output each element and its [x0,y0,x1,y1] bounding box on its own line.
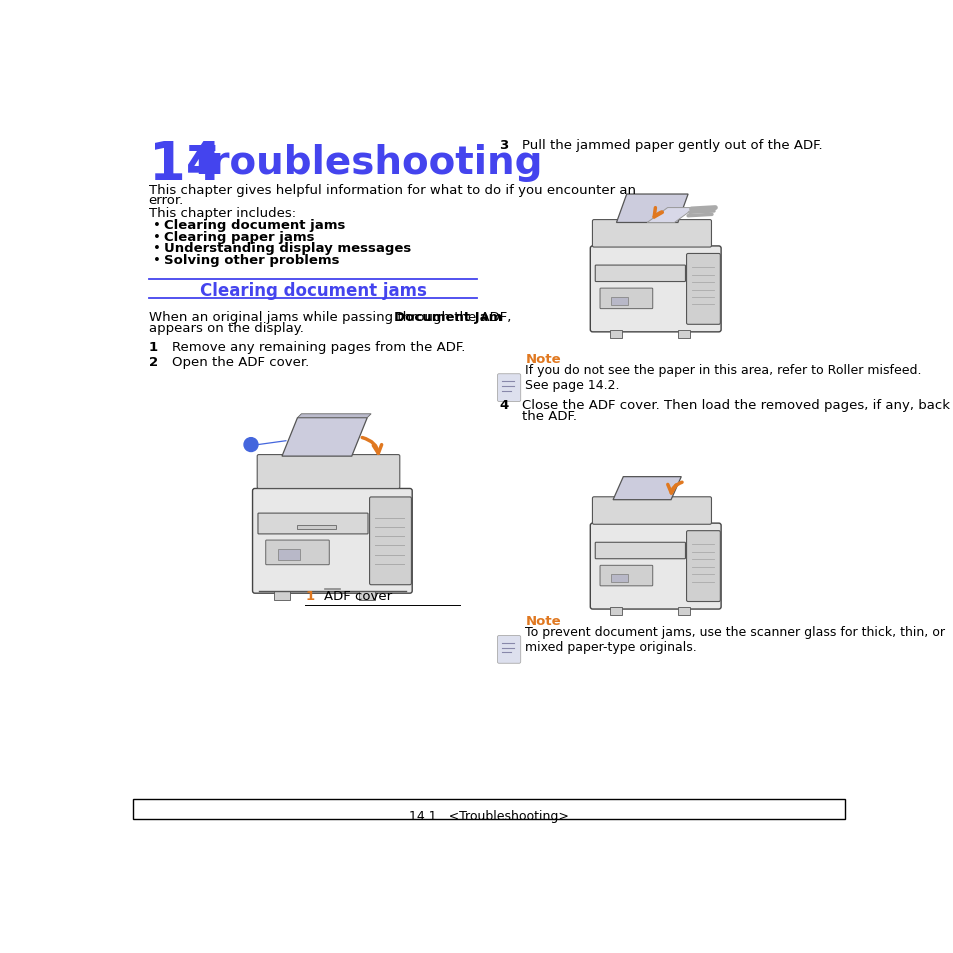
FancyBboxPatch shape [590,523,720,609]
FancyBboxPatch shape [253,489,412,594]
Text: To prevent document jams, use the scanner glass for thick, thin, or
mixed paper-: To prevent document jams, use the scanne… [525,625,944,653]
Text: •: • [153,219,161,232]
FancyBboxPatch shape [592,220,711,248]
FancyBboxPatch shape [686,254,720,325]
Text: Open the ADF cover.: Open the ADF cover. [172,355,309,369]
Polygon shape [616,194,687,223]
Text: 1: 1 [149,340,157,354]
Bar [609,607,621,616]
Text: Remove any remaining pages from the ADF.: Remove any remaining pages from the ADF. [172,340,465,354]
FancyArrowPatch shape [667,483,681,494]
Text: •: • [153,242,161,255]
FancyBboxPatch shape [369,497,411,585]
Text: 3: 3 [498,139,508,152]
Text: Document Jam: Document Jam [394,311,501,323]
Bar [359,591,375,600]
FancyBboxPatch shape [266,540,329,565]
FancyArrowPatch shape [654,209,661,217]
Bar [678,330,689,338]
Text: Close the ADF cover. Then load the removed pages, if any, back into: Close the ADF cover. Then load the remov… [521,399,953,412]
Text: 4: 4 [498,399,508,412]
Text: Understanding display messages: Understanding display messages [164,242,411,255]
Polygon shape [282,418,367,456]
Text: Clearing document jams: Clearing document jams [199,281,426,299]
Text: •: • [153,231,161,244]
Text: Note: Note [525,615,560,627]
Text: Clearing paper jams: Clearing paper jams [164,231,314,244]
FancyBboxPatch shape [257,456,399,489]
Text: appears on the display.: appears on the display. [149,321,303,335]
Text: 14.1   <Troubleshooting>: 14.1 <Troubleshooting> [409,809,568,821]
FancyBboxPatch shape [599,289,652,310]
Text: Clearing document jams: Clearing document jams [164,219,345,232]
FancyBboxPatch shape [686,531,720,602]
Text: ADF cover: ADF cover [323,589,392,602]
Text: Note: Note [525,353,560,366]
Circle shape [244,438,257,452]
Text: This chapter includes:: This chapter includes: [149,207,295,219]
Bar [278,550,299,560]
Text: 2: 2 [149,355,157,369]
Text: This chapter gives helpful information for what to do if you encounter an: This chapter gives helpful information f… [149,184,635,196]
Text: the ADF.: the ADF. [521,410,577,423]
Text: Solving other problems: Solving other problems [164,253,339,267]
Bar [609,330,621,338]
FancyBboxPatch shape [497,375,520,402]
FancyBboxPatch shape [599,566,652,586]
Polygon shape [297,415,371,418]
Text: 1: 1 [305,589,314,602]
FancyArrowPatch shape [362,438,381,454]
FancyBboxPatch shape [595,542,685,559]
FancyBboxPatch shape [257,514,368,535]
Text: •: • [153,253,161,267]
Text: Pull the jammed paper gently out of the ADF.: Pull the jammed paper gently out of the … [521,139,822,152]
Text: If you do not see the paper in this area, refer to Roller misfeed.
See page 14.2: If you do not see the paper in this area… [525,364,921,392]
Bar [610,575,627,582]
Bar [133,799,843,819]
Text: 14: 14 [149,139,222,191]
Bar [297,526,335,530]
FancyBboxPatch shape [590,247,720,333]
FancyBboxPatch shape [592,497,711,525]
Text: Troubleshooting: Troubleshooting [189,144,543,182]
Polygon shape [613,477,680,500]
Bar [610,297,627,306]
FancyBboxPatch shape [497,636,520,663]
Polygon shape [646,209,694,223]
Text: When an original jams while passing through the ADF,: When an original jams while passing thro… [149,311,515,323]
Bar [678,607,689,616]
Bar [274,591,290,600]
Text: 1: 1 [248,440,254,450]
FancyBboxPatch shape [595,266,685,282]
Text: error.: error. [149,193,184,207]
